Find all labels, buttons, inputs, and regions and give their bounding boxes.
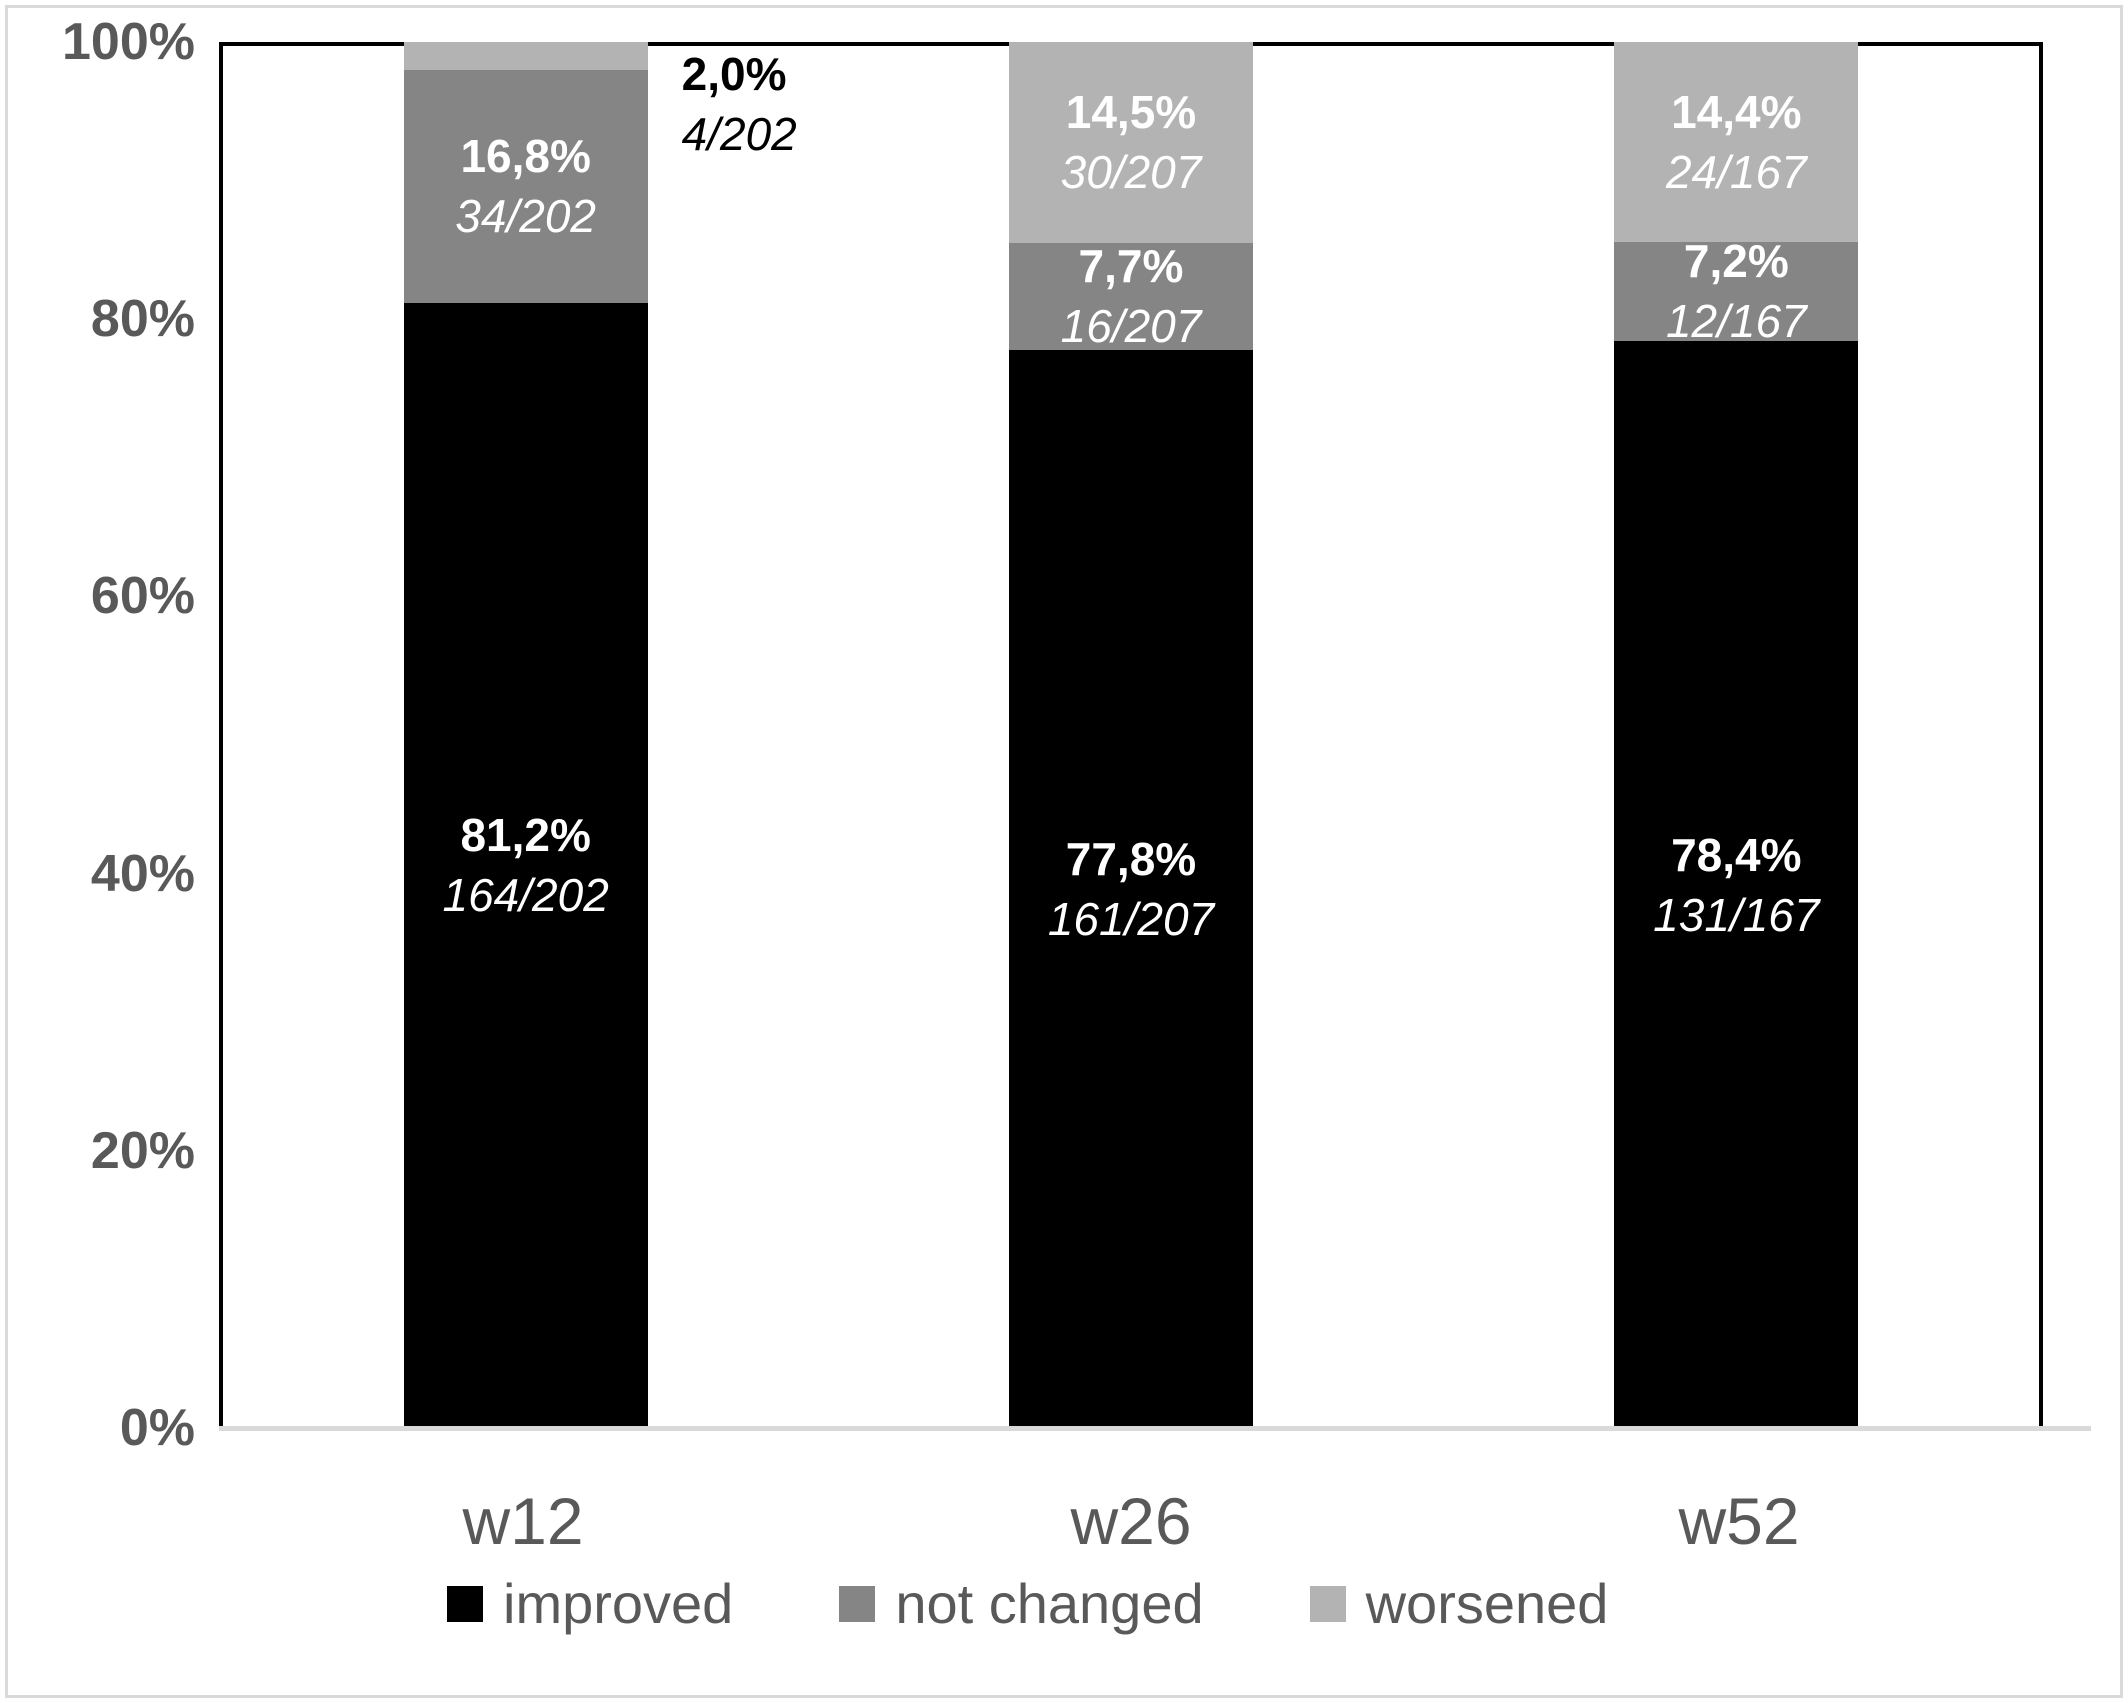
outside-data-label: 2,0% 4/202 bbox=[682, 44, 797, 164]
data-label-percent: 77,8% bbox=[1065, 832, 1197, 885]
legend-item-improved: improved bbox=[447, 1572, 733, 1636]
data-label-fraction: 16/207 bbox=[1060, 300, 1202, 353]
data-label-fraction: 161/207 bbox=[1047, 892, 1215, 945]
x-category-label-w26: w26 bbox=[1070, 1484, 1192, 1558]
y-tick-label: 0% bbox=[119, 1399, 195, 1457]
data-label-fraction: 30/207 bbox=[1060, 146, 1202, 199]
legend-label: worsened bbox=[1365, 1572, 1609, 1635]
bar-slot-w12: 16,8% 34/202 81,2% 164/202 bbox=[223, 42, 828, 1428]
data-label-percent: 14,4% bbox=[1671, 85, 1802, 138]
x-category-label-w12: w12 bbox=[462, 1484, 584, 1558]
data-label-fraction: 12/167 bbox=[1665, 295, 1807, 348]
bars-container: 16,8% 34/202 81,2% 164/202 14,5% 30/207 7,7% 16… bbox=[223, 42, 2039, 1428]
segment-not-changed-w52: 7,2% 12/167 bbox=[1614, 235, 1859, 347]
segment-worsened-w52: 14,4% 24/167 bbox=[1614, 42, 1859, 242]
x-axis-baseline bbox=[219, 1426, 2091, 1431]
data-label-fraction: 34/202 bbox=[455, 190, 596, 243]
legend: improved not changed worsened bbox=[447, 1572, 1608, 1636]
data-label-fraction: 164/202 bbox=[442, 869, 609, 922]
y-tick-label: 60% bbox=[90, 567, 195, 626]
bar-slot-w52: 14,4% 24/167 7,2% 12/167 78,4% 131/167 bbox=[1434, 42, 2039, 1428]
data-label-percent: 7,2% bbox=[1683, 235, 1789, 288]
bar-w12: 16,8% 34/202 81,2% 164/202 bbox=[403, 42, 648, 1428]
x-category-label-w52: w52 bbox=[1678, 1484, 1800, 1558]
legend-marker-worsened bbox=[1309, 1586, 1346, 1622]
legend-marker-not-changed bbox=[839, 1586, 876, 1622]
segment-improved-w26: 77,8% 161/207 bbox=[1008, 349, 1253, 1428]
legend-item-worsened: worsened bbox=[1309, 1572, 1609, 1636]
legend-label: not changed bbox=[895, 1572, 1204, 1635]
segment-worsened-w12 bbox=[403, 42, 648, 70]
legend-item-not-changed: not changed bbox=[839, 1572, 1204, 1636]
bar-w26: 14,5% 30/207 7,7% 16/207 77,8% 161/207 bbox=[1008, 42, 1253, 1428]
y-tick-label: 80% bbox=[90, 290, 195, 349]
data-label-percent: 14,5% bbox=[1065, 86, 1197, 139]
segment-not-changed-w26: 7,7% 16/207 bbox=[1008, 240, 1253, 352]
data-label-fraction: 24/167 bbox=[1665, 145, 1807, 198]
y-tick-label: 20% bbox=[90, 1121, 195, 1180]
segment-improved-w52: 78,4% 131/167 bbox=[1614, 341, 1859, 1428]
data-label-fraction: 131/167 bbox=[1653, 888, 1820, 941]
data-label-fraction: 4/202 bbox=[681, 108, 797, 160]
legend-marker-improved bbox=[447, 1586, 483, 1622]
x-axis-labels: w12 w26 w52 bbox=[219, 1478, 2043, 1564]
data-label-percent: 2,0% bbox=[681, 48, 787, 100]
segment-improved-w12: 81,2% 164/202 bbox=[403, 302, 648, 1428]
bar-w52: 14,4% 24/167 7,2% 12/167 78,4% 131/167 bbox=[1614, 42, 1859, 1428]
bar-slot-w26: 14,5% 30/207 7,7% 16/207 77,8% 161/207 bbox=[828, 42, 1433, 1428]
data-label-percent: 16,8% bbox=[460, 130, 591, 183]
segment-worsened-w26: 14,5% 30/207 bbox=[1008, 42, 1253, 243]
segment-not-changed-w12: 16,8% 34/202 bbox=[403, 69, 648, 303]
legend-label: improved bbox=[503, 1572, 734, 1635]
plot-area: 16,8% 34/202 81,2% 164/202 14,5% 30/207 7,7% 16… bbox=[219, 42, 2043, 1428]
data-label-percent: 78,4% bbox=[1671, 828, 1802, 881]
data-label-percent: 81,2% bbox=[460, 809, 591, 862]
y-tick-label: 100% bbox=[62, 13, 195, 71]
y-tick-label: 40% bbox=[90, 844, 195, 903]
data-label-percent: 7,7% bbox=[1078, 240, 1184, 293]
